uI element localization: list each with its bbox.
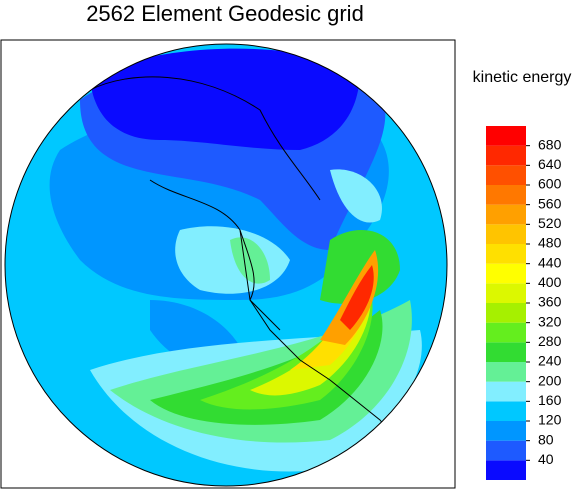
energy-region [320,250,379,345]
colorbar: 40 80 120 160 200 240 280 320 360 400 440 480 520 560… [486,126,562,480]
colorbar-box [486,283,526,303]
colorbar-box [486,322,526,343]
colorbar-box [486,460,526,480]
colorbar-box [486,145,526,166]
colorbar-box [486,165,526,185]
colorbar-tick-label: 680 [538,136,562,152]
colorbar-tick-label: 520 [538,215,562,231]
colorbar-box [486,401,526,421]
colorbar-label: kinetic energy [473,69,572,86]
colorbar-box [486,381,526,402]
colorbar-tick-label: 440 [538,254,562,270]
colorbar-tick-label: 200 [538,372,562,388]
colorbar-tick-label: 600 [538,176,562,192]
colorbar-box [486,342,526,362]
colorbar-tick-label: 400 [538,274,562,290]
colorbar-tick-label: 560 [538,195,562,211]
coastline [239,229,281,331]
colorbar-tick-label: 80 [538,431,554,447]
colorbar-tick-label: 280 [538,333,562,349]
colorbar-tick-label: 40 [538,451,554,467]
colorbar-box [486,244,526,264]
energy-region [340,265,374,330]
colorbar-box [486,126,526,146]
colorbar-tick-label: 480 [538,235,562,251]
colorbar-tick-label: 160 [538,392,562,408]
energy-region [90,48,360,150]
coastline [149,179,421,471]
colorbar-tick-label: 360 [538,294,562,310]
energy-region [320,230,400,304]
colorbar-box [486,421,526,441]
colorbar-box [486,440,526,461]
globe [5,44,447,486]
colorbar-box [486,303,526,323]
energy-region [330,169,382,223]
chart-title: 2562 Element Geodesic grid [86,1,364,26]
colorbar-box [486,185,526,205]
colorbar-tick-label: 640 [538,156,562,172]
colorbar-tick-label: 120 [538,412,562,428]
colorbar-box [486,204,526,225]
colorbar-box [486,362,526,382]
plot-frame [0,39,456,489]
globe-outline [4,43,448,487]
colorbar-box [486,263,526,284]
colorbar-tick-label: 240 [538,353,562,369]
coastline [89,76,321,201]
colorbar-tick-label: 320 [538,313,562,329]
colorbar-box [486,224,526,244]
